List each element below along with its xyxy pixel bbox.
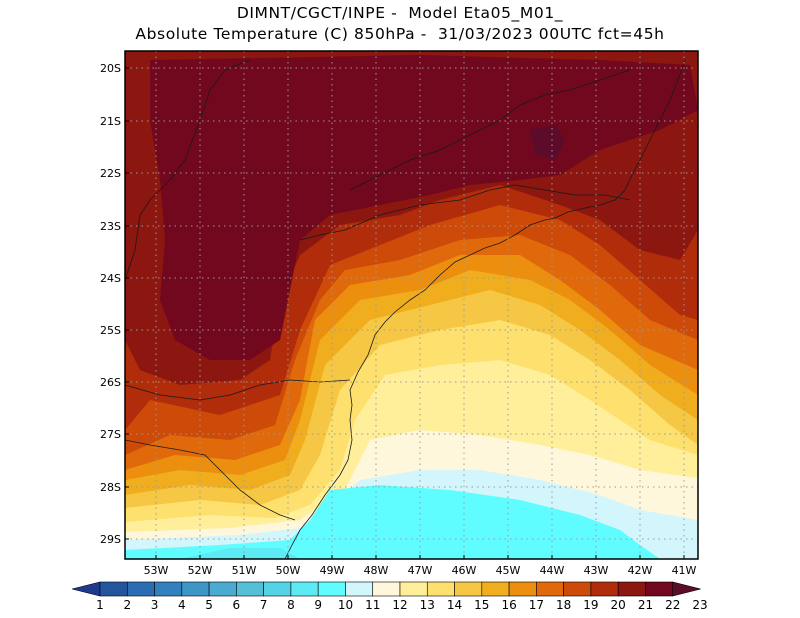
- colorbar-label: 9: [314, 598, 322, 612]
- lat-lon-grid: [125, 51, 698, 559]
- colorbar-label: 12: [392, 598, 408, 612]
- colorbar-swatch: [126, 581, 155, 597]
- colorbar-label: 6: [232, 598, 241, 612]
- colorbar-label: 20: [610, 598, 626, 612]
- lat-label: 20S: [100, 62, 121, 75]
- lon-label: 46W: [451, 564, 477, 577]
- colorbar-label: 18: [555, 598, 572, 612]
- colorbar-label: 3: [150, 598, 159, 612]
- lat-label: 29S: [100, 533, 121, 546]
- lat-label: 28S: [100, 481, 121, 494]
- lat-label: 21S: [100, 115, 121, 128]
- colorbar-label: 2: [123, 598, 132, 612]
- colorbar-swatch: [399, 581, 428, 597]
- lat-label: 25S: [100, 324, 121, 337]
- colorbar-label: 17: [528, 598, 544, 612]
- colorbar-label: 21: [637, 598, 654, 612]
- colorbar-swatch: [426, 581, 455, 597]
- colorbar-swatch: [645, 581, 674, 597]
- colorbar-swatch: [99, 581, 128, 597]
- colorbar-label: 4: [177, 598, 186, 612]
- temperature-field: [125, 51, 698, 559]
- colorbar-label: 22: [665, 598, 681, 612]
- lat-label: 26S: [100, 376, 121, 389]
- coastline-borders: [125, 59, 686, 559]
- colorbar-label: 23: [692, 598, 708, 612]
- colorbar-swatch: [263, 581, 292, 597]
- lon-label: 49W: [319, 564, 345, 577]
- lon-label: 45W: [495, 564, 521, 577]
- colorbar-swatch: [181, 581, 210, 597]
- colorbar-swatch: [590, 581, 619, 597]
- colorbar-swatch: [372, 581, 401, 597]
- lon-label: 41W: [671, 564, 697, 577]
- band-23: [530, 125, 565, 160]
- colorbar-swatch: [317, 581, 346, 597]
- colorbar-swatch: [236, 581, 264, 597]
- colorbar-swatch: [290, 581, 319, 597]
- colorbar-swatch: [536, 581, 564, 597]
- colorbar-swatch: [345, 581, 374, 597]
- colorbar-swatch: [508, 581, 537, 597]
- colorbar-label: 8: [287, 598, 295, 612]
- lon-label: 43W: [583, 564, 609, 577]
- colorbar-swatch: [481, 581, 510, 597]
- chart-title-line2: Absolute Temperature (C) 850hPa - 31/03/…: [135, 25, 665, 43]
- lat-label: 23S: [100, 220, 121, 233]
- colorbar-label: 10: [337, 598, 354, 612]
- lat-label: 22S: [100, 167, 121, 180]
- lon-label: 50W: [275, 564, 301, 577]
- colorbar-label: 7: [259, 598, 268, 612]
- colorbar-swatch: [563, 581, 592, 597]
- map-frame: [124, 50, 699, 560]
- colorbar-label: 14: [446, 598, 463, 612]
- lon-label: 52W: [187, 564, 213, 577]
- chart-title-line1: DIMNT/CGCT/INPE - Model Eta05_M01_: [236, 4, 564, 22]
- colorbar-arrow-low: [71, 581, 101, 597]
- colorbar-label: 1: [96, 598, 104, 612]
- colorbar-swatch: [154, 581, 183, 597]
- colorbar-label: 5: [205, 598, 213, 612]
- lon-label: 44W: [539, 564, 565, 577]
- colorbar-swatch: [208, 581, 237, 597]
- colorbar-label: 13: [419, 598, 435, 612]
- axis-ticks: [125, 67, 685, 559]
- lon-label: 48W: [363, 564, 389, 577]
- colorbar-swatch: [454, 581, 483, 597]
- lat-label: 27S: [100, 428, 121, 441]
- lon-label: 42W: [627, 564, 653, 577]
- lat-label: 24S: [100, 272, 121, 285]
- colorbar-arrow-high: [672, 581, 701, 597]
- colorbar-label: 16: [501, 598, 517, 612]
- band-9: [180, 548, 300, 559]
- colorbar-label: 15: [474, 598, 490, 612]
- colorbar-label: 11: [365, 598, 381, 612]
- colorbar-label: 19: [583, 598, 599, 612]
- lon-label: 47W: [407, 564, 433, 577]
- lon-label: 51W: [231, 564, 257, 577]
- band-22: [150, 55, 698, 360]
- band-10: [125, 485, 660, 559]
- colorbar-swatch: [617, 581, 646, 597]
- lon-label: 53W: [143, 564, 169, 577]
